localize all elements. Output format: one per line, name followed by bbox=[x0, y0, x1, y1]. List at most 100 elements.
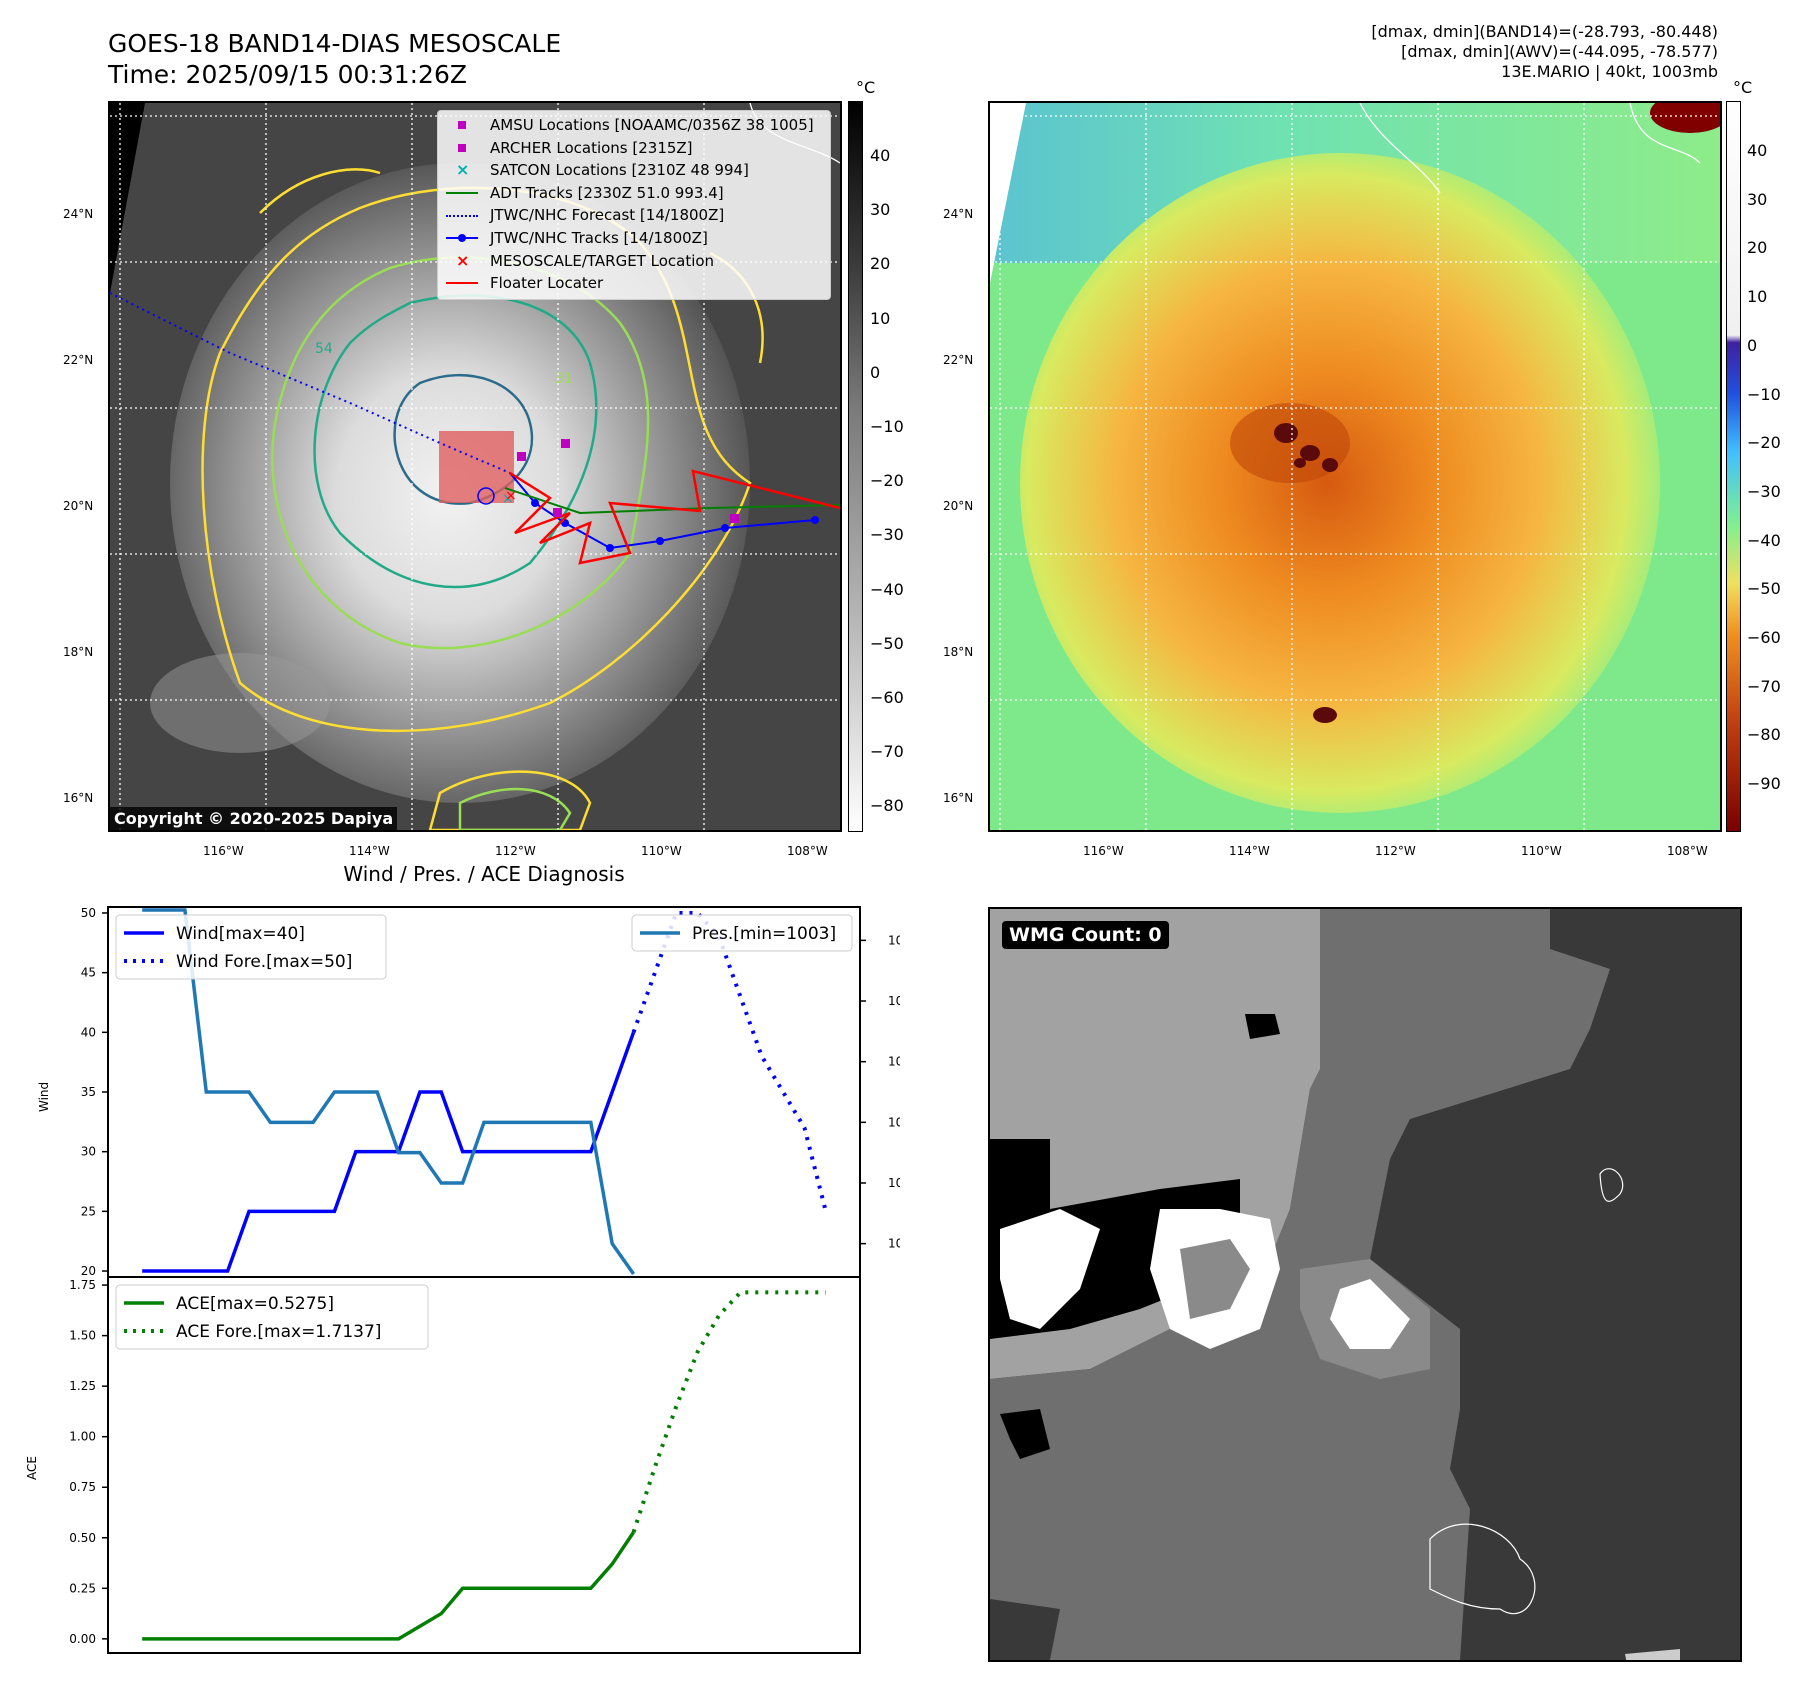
pressure-legend: Pres.[min=1003] bbox=[631, 914, 853, 952]
colorbar-tick-label: −80 bbox=[1747, 725, 1781, 745]
wind-forecast-line bbox=[631, 910, 828, 1212]
pressure-tick-label: 1006 bbox=[888, 1176, 900, 1190]
chart-legend-box bbox=[631, 914, 853, 952]
lon-label: 114°W bbox=[1229, 844, 1270, 858]
chart-legend-label: ACE Fore.[max=1.7137] bbox=[176, 1322, 381, 1342]
pressure-tick-label: 1014 bbox=[888, 933, 900, 947]
ace-forecast-line bbox=[631, 1290, 826, 1533]
colorbar-tick-label: 30 bbox=[870, 200, 891, 220]
floater-box bbox=[439, 431, 514, 503]
colorbar-tick-label: 10 bbox=[870, 308, 891, 328]
legend-key-icon: × bbox=[456, 160, 470, 180]
ace-tick-label: 0.75 bbox=[69, 1480, 96, 1494]
colorbar-tick-label: −20 bbox=[1747, 433, 1781, 453]
colorbar-tick-label: −60 bbox=[870, 688, 904, 707]
legend-label: ADT Tracks [2330Z 51.0 993.4] bbox=[490, 183, 724, 202]
ir-map-panel: 54 31 bbox=[108, 101, 842, 832]
legend-key-icon bbox=[444, 183, 480, 203]
lat-label: 18°N bbox=[63, 645, 94, 659]
lon-label: 110°W bbox=[641, 844, 682, 858]
contour-label-54: 54 bbox=[315, 341, 333, 357]
wind-tick-label: 40 bbox=[81, 1025, 96, 1039]
wv-colorbar-unit: °C bbox=[1733, 78, 1753, 97]
legend-key-icon bbox=[444, 115, 480, 135]
ace-tick-label: 1.75 bbox=[69, 1278, 96, 1292]
lat-label: 22°N bbox=[63, 353, 94, 367]
ace-tick-label: 0.50 bbox=[69, 1531, 96, 1545]
colorbar-tick-label: −10 bbox=[870, 417, 904, 436]
colorbar-tick-label: 20 bbox=[870, 254, 891, 274]
pressure-tick-label: 1004 bbox=[888, 1237, 900, 1251]
adt-track bbox=[504, 487, 840, 515]
colorbar-tick-label: 10 bbox=[1747, 287, 1768, 307]
legend-entry: × MESOSCALE/TARGET Location bbox=[444, 250, 824, 273]
chart-legend-label: Wind[max=40] bbox=[176, 924, 305, 944]
wind-tick-label: 30 bbox=[81, 1145, 96, 1159]
colorbar-tick-label: 40 bbox=[1747, 141, 1768, 160]
lon-label: 108°W bbox=[787, 844, 828, 858]
satcon-marker: × bbox=[502, 491, 514, 507]
wv-map-image bbox=[990, 103, 1720, 830]
ace-tick-label: 1.25 bbox=[69, 1379, 96, 1393]
ace-axis-label: ACE bbox=[25, 1456, 39, 1480]
colorbar-tick-label: 30 bbox=[1747, 189, 1768, 209]
pressure-tick-label: 1008 bbox=[888, 1115, 900, 1129]
legend-label: Floater Locater bbox=[490, 274, 604, 293]
colorbar-tick-label: 0 bbox=[1747, 335, 1758, 355]
band14-range-text: [dmax, dmin](BAND14)=(-28.793, -80.448) bbox=[1371, 22, 1718, 41]
legend-key-icon bbox=[444, 206, 480, 226]
legend-key-icon bbox=[444, 228, 480, 248]
diag-title: Wind / Pres. / ACE Diagnosis bbox=[343, 862, 625, 886]
stats-header: [dmax, dmin](BAND14)=(-28.793, -80.448) … bbox=[1118, 22, 1718, 82]
chart-legend-box bbox=[115, 914, 387, 980]
target-marker: × bbox=[505, 488, 517, 504]
pressure-series-line bbox=[142, 908, 635, 1275]
jtwc-forecast-track bbox=[110, 292, 511, 474]
wind-tick-label: 25 bbox=[81, 1204, 96, 1218]
colorbar-tick-label: −60 bbox=[1747, 628, 1781, 647]
legend-entry: × SATCON Locations [2310Z 48 994] bbox=[444, 159, 824, 182]
lat-label: 18°N bbox=[943, 645, 974, 659]
legend-entry: JTWC/NHC Forecast [14/1800Z] bbox=[444, 204, 824, 227]
colorbar-tick-label: −90 bbox=[1747, 774, 1781, 794]
colorbar-tick-label: −70 bbox=[1747, 676, 1781, 696]
lon-label: 108°W bbox=[1667, 844, 1708, 858]
wind-legend: Wind[max=40] Wind Fore.[max=50] bbox=[115, 914, 387, 980]
ace-tick-label: 1.50 bbox=[69, 1329, 96, 1343]
ace-series-line bbox=[142, 1531, 635, 1641]
title-line-2: Time: 2025/09/15 00:31:26Z bbox=[108, 60, 467, 89]
copyright-badge: Copyright © 2020-2025 Dapiya bbox=[110, 807, 398, 830]
legend-key-icon bbox=[444, 138, 480, 158]
legend-key-icon bbox=[444, 273, 480, 293]
legend-label: JTWC/NHC Tracks [14/1800Z] bbox=[490, 228, 708, 247]
colorbar-tick-label: −10 bbox=[1747, 384, 1781, 404]
wmg-image bbox=[990, 909, 1740, 1660]
floater-locater-track bbox=[509, 469, 840, 565]
colorbar-tick-label: −40 bbox=[1747, 530, 1781, 550]
chart-legend-label: Pres.[min=1003] bbox=[692, 924, 836, 944]
contour-label-31: 31 bbox=[555, 371, 573, 387]
figure-title: GOES-18 BAND14-DIAS MESOSCALE Time: 2025… bbox=[108, 28, 561, 90]
colorbar-tick-label: −50 bbox=[870, 633, 904, 653]
title-line-1: GOES-18 BAND14-DIAS MESOSCALE bbox=[108, 29, 562, 58]
lon-label: 110°W bbox=[1521, 844, 1562, 858]
lon-label: 112°W bbox=[1375, 844, 1416, 858]
colorbar-tick-label: 40 bbox=[870, 146, 891, 165]
ace-tick-label: 0.25 bbox=[69, 1581, 96, 1595]
colorbar-tick-label: −80 bbox=[870, 796, 904, 816]
lat-label: 16°N bbox=[943, 791, 974, 805]
lon-label: 112°W bbox=[495, 844, 536, 858]
colorbar-tick-label: −40 bbox=[870, 579, 904, 599]
lat-label: 24°N bbox=[943, 207, 974, 221]
ir-colorbar bbox=[848, 101, 863, 832]
lat-label: 22°N bbox=[943, 353, 974, 367]
ace-legend: ACE[max=0.5275] ACE Fore.[max=1.7137] bbox=[115, 1284, 429, 1350]
legend-label: ARCHER Locations [2315Z] bbox=[490, 138, 693, 157]
lat-label: 16°N bbox=[63, 791, 94, 805]
wmg-panel: WMG Count: 0 bbox=[988, 907, 1742, 1662]
lon-label: 116°W bbox=[203, 844, 244, 858]
wind-tick-label: 50 bbox=[81, 906, 96, 920]
ace-plot-frame bbox=[107, 1276, 861, 1654]
